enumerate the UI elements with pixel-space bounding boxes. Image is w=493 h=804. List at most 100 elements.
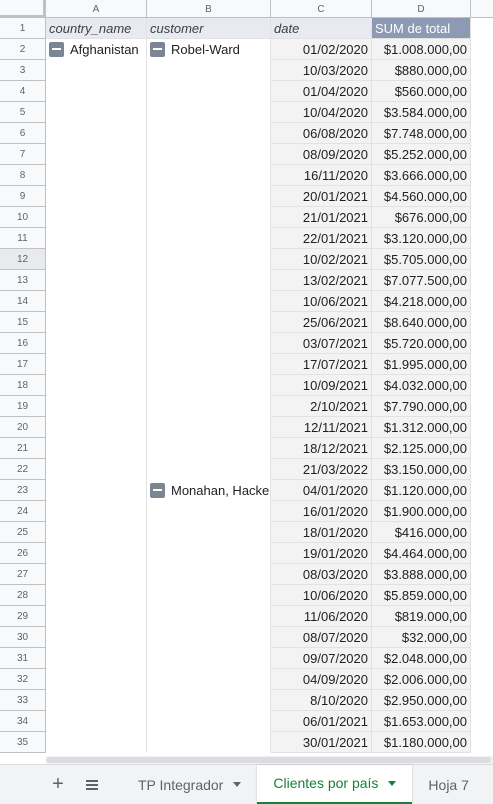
cell-total[interactable]: $4.464.000,00: [372, 543, 471, 564]
cell-customer[interactable]: [147, 606, 271, 627]
cell-country[interactable]: [46, 438, 147, 459]
cell-country[interactable]: Afghanistan: [46, 39, 147, 60]
cell-customer[interactable]: Robel-Ward: [147, 39, 271, 60]
cell-country[interactable]: [46, 690, 147, 711]
cell-customer[interactable]: [147, 144, 271, 165]
cell-country[interactable]: [46, 417, 147, 438]
cell-country[interactable]: [46, 585, 147, 606]
cell-date[interactable]: 18/01/2020: [271, 522, 372, 543]
cell-country[interactable]: country_name: [46, 18, 147, 39]
cell-date[interactable]: 17/07/2021: [271, 354, 372, 375]
cell-country[interactable]: [46, 270, 147, 291]
cell-customer[interactable]: [147, 690, 271, 711]
cell-customer[interactable]: customer: [147, 18, 271, 39]
cell-total[interactable]: $1.653.000,00: [372, 711, 471, 732]
cell-customer[interactable]: [147, 291, 271, 312]
cell-customer[interactable]: [147, 417, 271, 438]
cell-total[interactable]: $2.950.000,00: [372, 690, 471, 711]
add-sheet-button[interactable]: +: [44, 771, 72, 799]
cell-customer[interactable]: [147, 60, 271, 81]
cell-country[interactable]: [46, 459, 147, 480]
cell-total[interactable]: $7.077.500,00: [372, 270, 471, 291]
cell-total[interactable]: $1.120.000,00: [372, 480, 471, 501]
collapse-group-icon[interactable]: [150, 482, 165, 498]
cell-total[interactable]: $2.048.000,00: [372, 648, 471, 669]
cell-total[interactable]: $3.888.000,00: [372, 564, 471, 585]
cell-country[interactable]: [46, 711, 147, 732]
cell-date[interactable]: 03/07/2021: [271, 333, 372, 354]
row-number[interactable]: 1: [0, 18, 46, 39]
cell-country[interactable]: [46, 60, 147, 81]
cell-total[interactable]: $1.008.000,00: [372, 39, 471, 60]
cell-country[interactable]: [46, 501, 147, 522]
cell-customer[interactable]: [147, 249, 271, 270]
tab-clientes-por-pais[interactable]: Clientes por país: [257, 764, 413, 804]
cell-country[interactable]: [46, 606, 147, 627]
cell-country[interactable]: [46, 375, 147, 396]
cell-date[interactable]: 20/01/2021: [271, 186, 372, 207]
row-number[interactable]: 22: [0, 459, 46, 480]
cell-total[interactable]: $7.748.000,00: [372, 123, 471, 144]
cell-total[interactable]: $2.006.000,00: [372, 669, 471, 690]
row-number[interactable]: 24: [0, 501, 46, 522]
row-number[interactable]: 16: [0, 333, 46, 354]
cell-country[interactable]: [46, 669, 147, 690]
column-header-b[interactable]: B: [147, 0, 271, 18]
row-number[interactable]: 28: [0, 585, 46, 606]
cell-date[interactable]: 06/08/2020: [271, 123, 372, 144]
cell-date[interactable]: 06/01/2021: [271, 711, 372, 732]
cell-date[interactable]: 08/07/2020: [271, 627, 372, 648]
cell-date[interactable]: 10/04/2020: [271, 102, 372, 123]
cell-country[interactable]: [46, 165, 147, 186]
cell-customer[interactable]: [147, 669, 271, 690]
row-number[interactable]: 13: [0, 270, 46, 291]
cell-total[interactable]: $5.252.000,00: [372, 144, 471, 165]
cell-customer[interactable]: [147, 270, 271, 291]
cell-date[interactable]: 10/06/2020: [271, 585, 372, 606]
cell-total[interactable]: $32.000,00: [372, 627, 471, 648]
cell-total[interactable]: $4.032.000,00: [372, 375, 471, 396]
cell-customer[interactable]: [147, 102, 271, 123]
row-number[interactable]: 34: [0, 711, 46, 732]
cell-date[interactable]: 10/06/2021: [271, 291, 372, 312]
cell-date[interactable]: 2/10/2021: [271, 396, 372, 417]
row-number[interactable]: 17: [0, 354, 46, 375]
row-number[interactable]: 20: [0, 417, 46, 438]
cell-customer[interactable]: [147, 564, 271, 585]
cell-total[interactable]: $8.640.000,00: [372, 312, 471, 333]
cell-country[interactable]: [46, 648, 147, 669]
chevron-down-icon[interactable]: [388, 780, 397, 786]
row-number[interactable]: 27: [0, 564, 46, 585]
cell-country[interactable]: [46, 249, 147, 270]
scrollbar-thumb[interactable]: [46, 757, 491, 763]
cell-customer[interactable]: [147, 207, 271, 228]
cell-total[interactable]: $416.000,00: [372, 522, 471, 543]
cell-total[interactable]: SUM de total: [372, 18, 471, 39]
cell-total[interactable]: $3.120.000,00: [372, 228, 471, 249]
cell-country[interactable]: [46, 543, 147, 564]
cell-country[interactable]: [46, 354, 147, 375]
cell-country[interactable]: [46, 123, 147, 144]
cell-date[interactable]: 21/01/2021: [271, 207, 372, 228]
cell-date[interactable]: 13/02/2021: [271, 270, 372, 291]
cell-date[interactable]: 16/11/2020: [271, 165, 372, 186]
collapse-group-icon[interactable]: [49, 41, 64, 57]
cell-total[interactable]: $3.150.000,00: [372, 459, 471, 480]
cell-date[interactable]: 21/03/2022: [271, 459, 372, 480]
cell-customer[interactable]: [147, 186, 271, 207]
cell-customer[interactable]: [147, 501, 271, 522]
column-header-d[interactable]: D: [372, 0, 471, 18]
cell-date[interactable]: 10/09/2021: [271, 375, 372, 396]
row-number[interactable]: 8: [0, 165, 46, 186]
cell-date[interactable]: 10/03/2020: [271, 60, 372, 81]
cell-customer[interactable]: [147, 123, 271, 144]
cell-customer[interactable]: [147, 354, 271, 375]
row-number[interactable]: 9: [0, 186, 46, 207]
row-number[interactable]: 21: [0, 438, 46, 459]
tab-hoja-7[interactable]: Hoja 7: [412, 765, 484, 804]
cell-total[interactable]: $1.995.000,00: [372, 354, 471, 375]
collapse-group-icon[interactable]: [150, 41, 165, 57]
row-number[interactable]: 7: [0, 144, 46, 165]
cell-country[interactable]: [46, 522, 147, 543]
row-number[interactable]: 10: [0, 207, 46, 228]
